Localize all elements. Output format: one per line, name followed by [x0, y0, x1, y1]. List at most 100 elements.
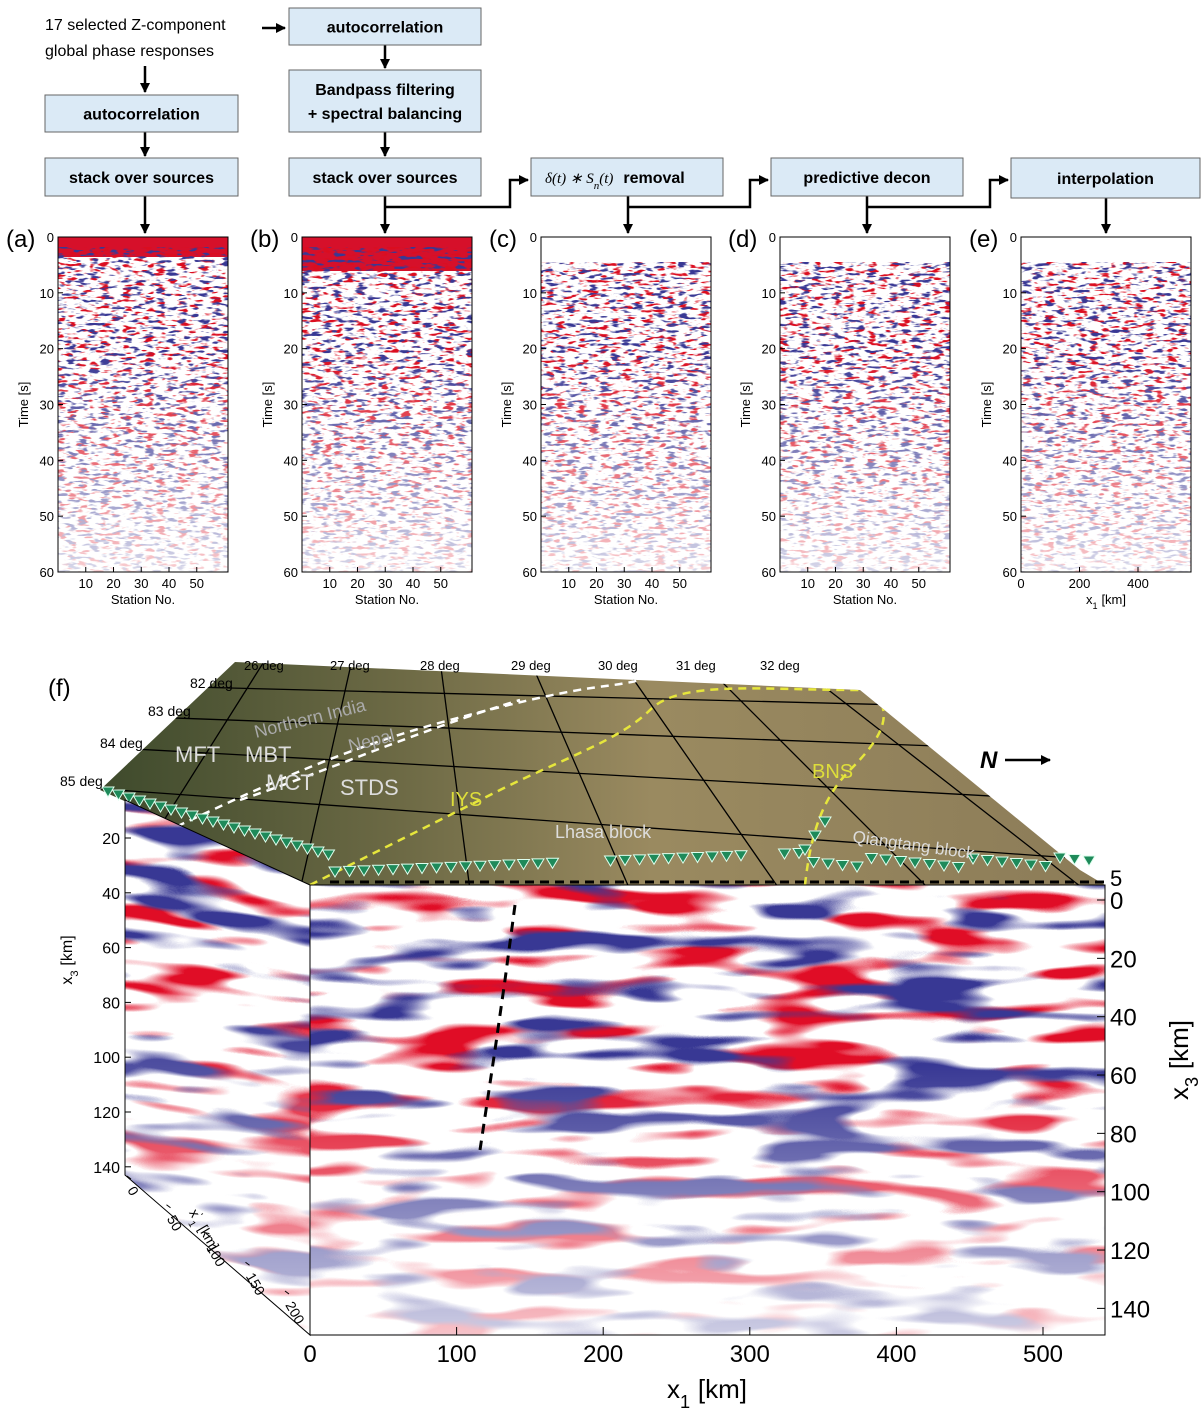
y-tick-label: 0 — [769, 230, 776, 245]
station — [1082, 855, 1096, 867]
station — [458, 861, 473, 873]
map-label: STDS — [340, 775, 399, 800]
x-tick-label: 30 — [378, 576, 392, 591]
y-tick-label: 20 — [102, 831, 120, 848]
station — [153, 801, 168, 813]
y-tick-label: 40 — [40, 453, 54, 468]
y-axis-label: Time [s] — [260, 382, 275, 428]
flow-box-text: predictive decon — [803, 170, 930, 187]
station — [661, 853, 676, 865]
y-tick-label: 40 — [102, 886, 120, 903]
station — [386, 864, 400, 876]
x-tick — [245, 1261, 250, 1266]
input-text: global phase responses — [45, 43, 214, 60]
y-tick-label: 100 — [1110, 1180, 1150, 1207]
x-tick-label: 30 — [856, 576, 870, 591]
station — [690, 852, 705, 864]
station — [237, 825, 252, 837]
map-label: Lhasa block — [555, 822, 652, 842]
station — [632, 854, 647, 866]
station — [101, 786, 115, 798]
station — [1067, 854, 1082, 866]
fade — [780, 237, 950, 572]
station — [290, 840, 304, 852]
front-section — [309, 884, 1106, 1336]
flow-box-text: + spectral balancing — [308, 106, 462, 123]
seismic-panel — [301, 236, 473, 573]
flow-box-text: removal — [623, 170, 684, 187]
y-axis-label: Time [s] — [979, 382, 994, 428]
y-tick-label: 50 — [1003, 509, 1017, 524]
label-sub: 3 — [69, 970, 81, 976]
station — [808, 830, 822, 842]
y-tick-label: 0 — [291, 230, 298, 245]
station — [835, 860, 850, 872]
station — [174, 807, 189, 819]
longitude-label: 31 deg — [676, 658, 716, 673]
y-tick-label: 20 — [762, 342, 776, 357]
label-main: x — [59, 977, 76, 985]
x-tick-label: 0 — [1017, 576, 1024, 591]
station — [216, 819, 231, 831]
x-tick-label: 10 — [801, 576, 815, 591]
station — [966, 853, 980, 865]
x-tick-label: 0 — [124, 1184, 142, 1199]
station — [951, 862, 966, 874]
panel-label: (d) — [728, 226, 757, 253]
y-tick-label: 0 — [1110, 888, 1123, 915]
latitude-label: 82 deg — [190, 675, 233, 691]
station — [300, 843, 315, 855]
y-axis-label: Time [s] — [738, 382, 753, 428]
y-tick-label: 60 — [1003, 565, 1017, 580]
y-axis-label: Time [s] — [499, 382, 514, 428]
label-unit: [km] — [1101, 592, 1126, 607]
label-main: x — [667, 1374, 680, 1404]
y-tick-label: 140 — [93, 1160, 120, 1177]
x-tick-label: 50 — [164, 1212, 186, 1234]
label-sub: 1 — [680, 1392, 690, 1410]
longitude-label: 27 deg — [330, 658, 370, 673]
y-tick-label: 20 — [523, 342, 537, 357]
map-label: IYS — [450, 789, 482, 811]
y-axis-label: x3 [km] — [1164, 1020, 1202, 1100]
north-label: N — [980, 747, 998, 774]
station — [1024, 859, 1038, 871]
station — [248, 828, 262, 840]
label-main: x — [1086, 592, 1093, 607]
x-tick-label: 50 — [912, 576, 926, 591]
station — [908, 857, 922, 869]
x-tick-label: 500 — [1023, 1341, 1063, 1368]
flow-box — [288, 7, 482, 46]
panel-label: (e) — [969, 226, 998, 253]
station — [798, 844, 812, 856]
y-tick-label: 120 — [93, 1105, 120, 1122]
longitude-label: 29 deg — [511, 658, 551, 673]
station — [122, 792, 136, 804]
depth-marker: 5 — [1110, 866, 1122, 891]
seismic-panel — [1020, 236, 1192, 573]
math-sub: n — [594, 180, 600, 192]
y-axis-label: x3 [km] — [59, 935, 81, 984]
y-tick-label: 60 — [762, 565, 776, 580]
label-unit: [km] — [59, 935, 76, 965]
y-tick-label: 30 — [1003, 398, 1017, 413]
x-axis-label: Station No. — [355, 592, 419, 607]
station — [531, 858, 545, 870]
station — [342, 865, 357, 878]
station — [937, 860, 951, 872]
x-tick-label: 10 — [79, 576, 93, 591]
x-tick-label: 400 — [1127, 576, 1149, 591]
y-tick-label: 60 — [284, 565, 298, 580]
x-tick-label: 40 — [645, 576, 659, 591]
map-label: MFT — [175, 742, 220, 767]
y-tick-label: 120 — [1110, 1238, 1150, 1265]
fade — [58, 237, 228, 572]
x-tick-label: 40 — [406, 576, 420, 591]
map-label: BNS — [812, 761, 853, 783]
label-unit: [km] — [1164, 1020, 1194, 1069]
x-tick-label: 20 — [589, 576, 603, 591]
x-tick-label: 30 — [134, 576, 148, 591]
y-tick-label: 80 — [102, 995, 120, 1012]
station — [311, 846, 325, 858]
station — [818, 816, 832, 828]
